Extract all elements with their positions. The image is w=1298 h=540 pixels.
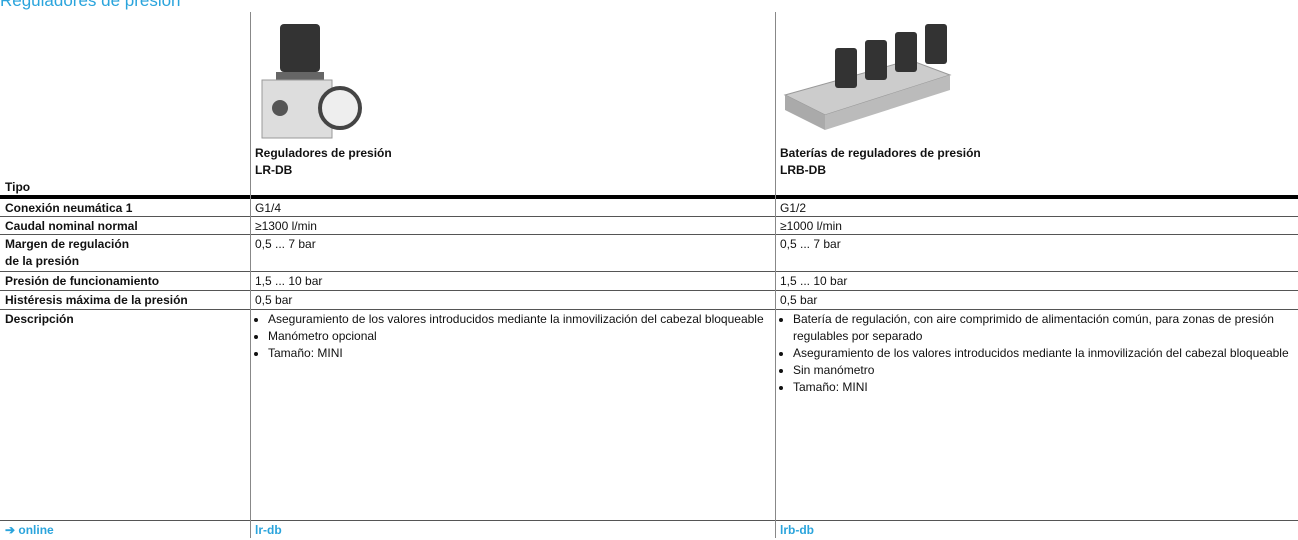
online-link[interactable]: lr-db bbox=[255, 523, 282, 537]
product-image bbox=[261, 24, 362, 139]
description-cell: Batería de regulación, con aire comprimi… bbox=[775, 310, 1298, 520]
online-label: ➔ online bbox=[5, 523, 54, 537]
product-header: Baterías de reguladores de presión LRB-DB bbox=[775, 144, 1298, 180]
bullet-list: Batería de regulación, con aire comprimi… bbox=[780, 311, 1293, 396]
bullet-item: Aseguramiento de los valores introducido… bbox=[793, 345, 1293, 362]
bullet-item: Sin manómetro bbox=[793, 362, 1293, 379]
row-value: ≥1000 l/min bbox=[780, 219, 842, 233]
row-value: 0,5 bar bbox=[255, 293, 293, 307]
row-value: G1/4 bbox=[255, 201, 282, 215]
row-value: 1,5 ... 10 bar bbox=[255, 274, 323, 288]
online-link[interactable]: lrb-db bbox=[780, 523, 814, 537]
column-rule bbox=[775, 12, 776, 538]
bullet-item: Aseguramiento de los valores introducido… bbox=[268, 311, 770, 328]
product-code: LR-DB bbox=[255, 163, 293, 177]
row-value: 0,5 ... 7 bar bbox=[255, 237, 316, 251]
product-name: Reguladores de presión bbox=[255, 146, 392, 160]
row-rule bbox=[0, 234, 1298, 235]
header-label: Tipo bbox=[5, 180, 31, 194]
row-value: 0,5 ... 7 bar bbox=[780, 237, 841, 251]
row-rule bbox=[0, 309, 1298, 310]
bullet-item: Manómetro opcional bbox=[268, 328, 770, 345]
product-code: LRB-DB bbox=[780, 163, 826, 177]
row-label: Descripción bbox=[5, 312, 74, 326]
page-title: Reguladores de presión bbox=[0, 0, 181, 10]
header-rule bbox=[0, 195, 1298, 199]
bullet-item: Tamaño: MINI bbox=[268, 345, 770, 362]
product-header: Reguladores de presión LR-DB bbox=[250, 144, 775, 180]
row-rule bbox=[0, 520, 1298, 521]
row-label: Presión de funcionamiento bbox=[5, 274, 160, 288]
bullet-item: Tamaño: MINI bbox=[793, 379, 1293, 396]
row-rule bbox=[0, 271, 1298, 272]
row-label: Margen de regulación de la presión bbox=[5, 237, 130, 268]
row-label: Histéresis máxima de la presión bbox=[5, 293, 188, 307]
row-label: Conexión neumática 1 bbox=[5, 201, 133, 215]
row-value: G1/2 bbox=[780, 201, 807, 215]
row-value: 0,5 bar bbox=[780, 293, 818, 307]
row-label: Caudal nominal normal bbox=[5, 219, 138, 233]
bullet-item: Batería de regulación, con aire comprimi… bbox=[793, 311, 1293, 345]
row-value: ≥1300 l/min bbox=[255, 219, 317, 233]
column-rule bbox=[250, 12, 251, 538]
row-rule bbox=[0, 290, 1298, 291]
row-value: 1,5 ... 10 bar bbox=[780, 274, 848, 288]
product-image bbox=[783, 24, 952, 130]
product-name: Baterías de reguladores de presión bbox=[780, 146, 981, 160]
row-rule bbox=[0, 216, 1298, 217]
bullet-list: Aseguramiento de los valores introducido… bbox=[255, 311, 770, 362]
description-cell: Aseguramiento de los valores introducido… bbox=[250, 310, 775, 520]
